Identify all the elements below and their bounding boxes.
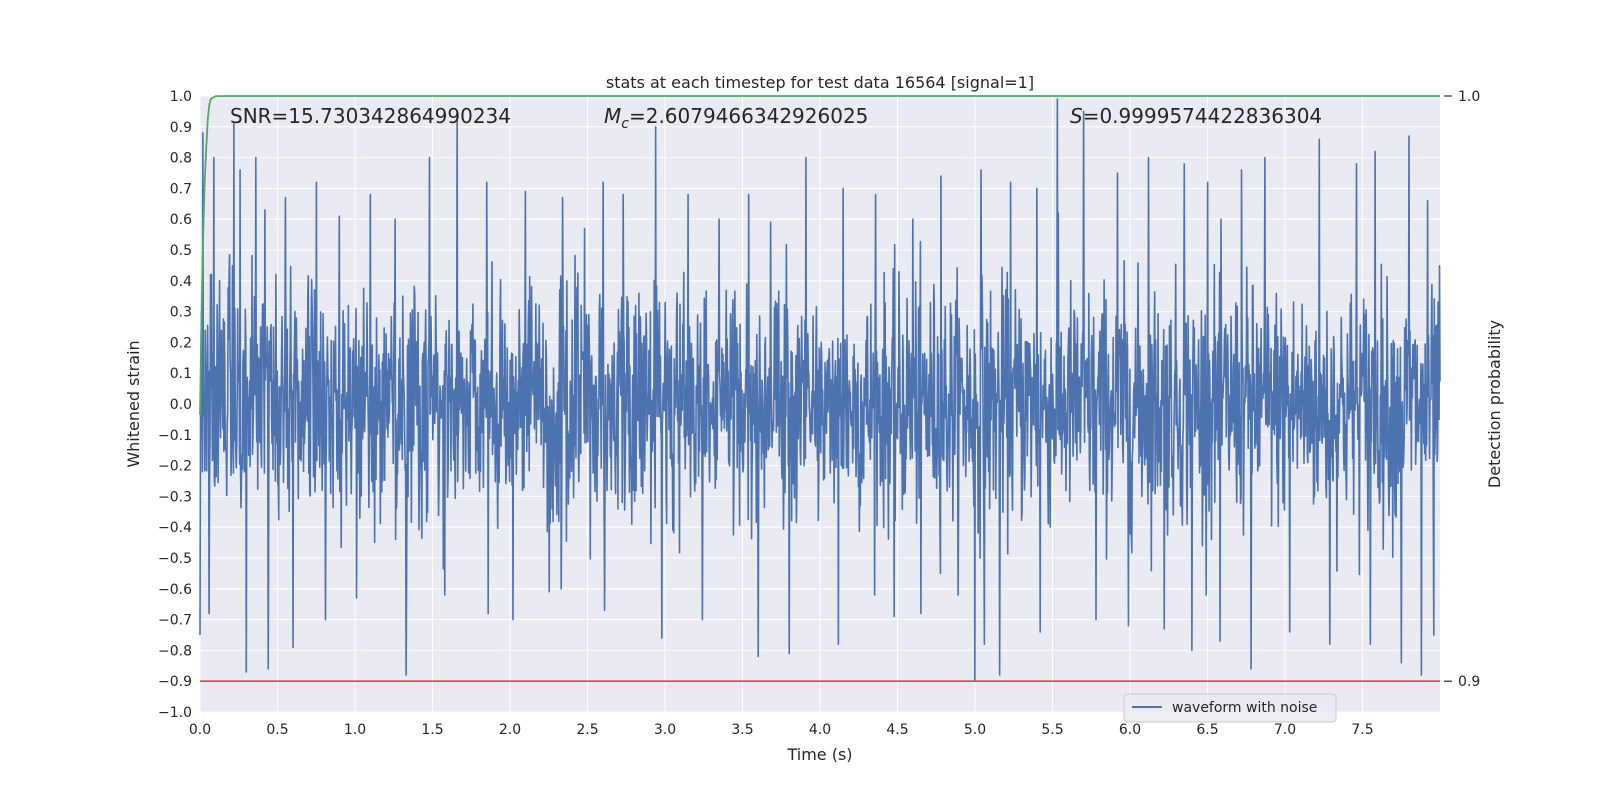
x-tick-label: 5.0 bbox=[964, 722, 986, 738]
chirp-mass-annotation: Mc=2.6079466342926025 bbox=[604, 104, 868, 132]
y-tick-label: −0.6 bbox=[158, 582, 192, 598]
legend-box bbox=[1123, 693, 1337, 723]
y-tick-label: −0.8 bbox=[158, 643, 192, 659]
x-tick-label: 4.5 bbox=[886, 722, 908, 738]
axes: 0.0 0.5 1.0 1.5 2.0 2.5 3.0 3.5 4.0 4.5 5.0 5.5 6.0 6… bbox=[158, 89, 1480, 738]
chirp-mass-value: =2.6079466342926025 bbox=[629, 104, 868, 128]
x-tick-label: 3.5 bbox=[731, 722, 753, 738]
y-tick-label: −1.0 bbox=[158, 705, 192, 721]
chirp-mass-subscript: c bbox=[621, 116, 629, 132]
y-tick-label: 0.2 bbox=[170, 335, 192, 351]
x-axis-label: Time (s) bbox=[786, 745, 852, 764]
x-tick-label: 3.0 bbox=[654, 722, 676, 738]
x-tick-label: 4.0 bbox=[809, 722, 831, 738]
x-tick-label: 7.0 bbox=[1274, 722, 1296, 738]
x-tick-label: 2.5 bbox=[576, 722, 598, 738]
score-value: =0.9999574422836304 bbox=[1083, 104, 1322, 128]
snr-annotation: SNR=15.730342864990234 bbox=[230, 104, 511, 128]
y-tick-label: −0.9 bbox=[158, 674, 192, 690]
score-symbol: S bbox=[1070, 104, 1083, 128]
x-tick-label: 1.0 bbox=[344, 722, 366, 738]
y2-tick-label: 1.0 bbox=[1458, 89, 1480, 105]
plot-area bbox=[199, 95, 1441, 683]
y-tick-label: 0.9 bbox=[170, 120, 192, 136]
y-tick-label: 0.4 bbox=[170, 274, 192, 290]
y-tick-label: 0.5 bbox=[170, 243, 192, 259]
waveform-line bbox=[199, 98, 1441, 682]
y-tick-label: −0.7 bbox=[158, 613, 192, 629]
y-axis-label: Whitened strain bbox=[124, 340, 143, 467]
x-tick-label: 7.5 bbox=[1351, 722, 1373, 738]
y-tick-label: 0.3 bbox=[170, 305, 192, 321]
y-tick-label: 0.7 bbox=[170, 181, 192, 197]
x-tick-label: 6.5 bbox=[1196, 722, 1218, 738]
x-tick-label: 6.0 bbox=[1119, 722, 1141, 738]
x-tick-label: 0.5 bbox=[266, 722, 288, 738]
chart-title: stats at each timestep for test data 165… bbox=[606, 73, 1034, 92]
y-tick-label: 0.1 bbox=[170, 366, 192, 382]
score-annotation: S=0.9999574422836304 bbox=[1070, 104, 1322, 128]
y-tick-label: −0.4 bbox=[158, 520, 192, 536]
y-tick-label: 0.8 bbox=[170, 151, 192, 167]
y-tick-label: −0.5 bbox=[158, 551, 192, 567]
y-tick-label: −0.3 bbox=[158, 489, 192, 505]
y2-axis-label: Detection probability bbox=[1485, 320, 1504, 488]
y-tick-label: −0.2 bbox=[158, 459, 192, 475]
y-tick-label: 0.6 bbox=[170, 212, 192, 228]
x-tick-label: 1.5 bbox=[421, 722, 443, 738]
chirp-mass-symbol: M bbox=[604, 104, 621, 128]
x-tick-label: 5.5 bbox=[1041, 722, 1063, 738]
detection-probability-line bbox=[199, 95, 1440, 415]
x-tick-label: 0.0 bbox=[189, 722, 211, 738]
y-tick-label: 1.0 bbox=[170, 89, 192, 105]
y-tick-label: 0.0 bbox=[170, 397, 192, 413]
y2-tick-label: 0.9 bbox=[1458, 674, 1480, 690]
legend: waveform with noise bbox=[1123, 693, 1337, 723]
x-tick-label: 2.0 bbox=[499, 722, 521, 738]
y-tick-label: −0.1 bbox=[158, 428, 192, 444]
legend-label-waveform: waveform with noise bbox=[1172, 700, 1317, 716]
